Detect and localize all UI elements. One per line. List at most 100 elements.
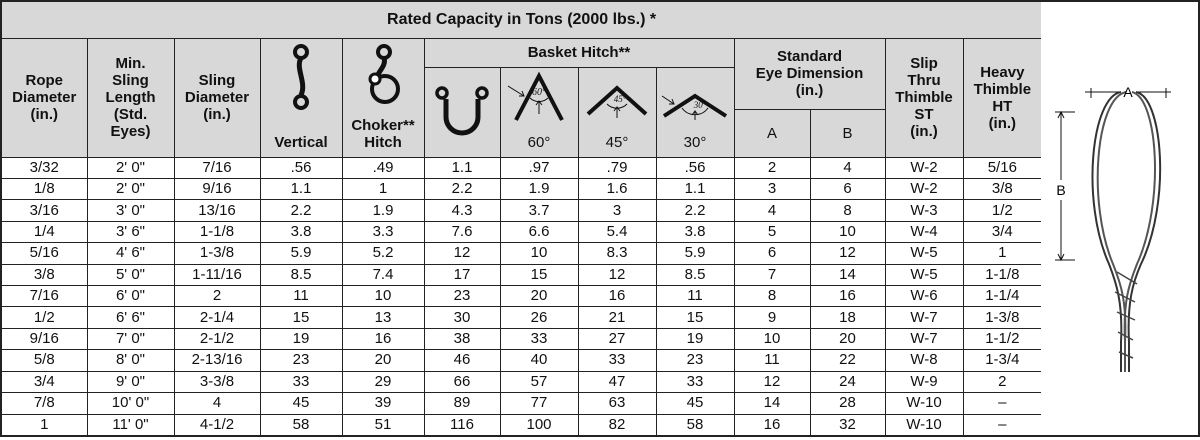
basket-60-cell: 10	[499, 242, 579, 265]
eye-b-cell: 14	[809, 263, 886, 287]
basket-vertical-cell: 38	[423, 327, 501, 351]
basket-60-cell: 57	[499, 370, 579, 394]
rope-diameter-cell: 7/8	[0, 392, 88, 415]
sling-diameter-cell: 13/16	[173, 199, 261, 222]
basket-45-cell: 27	[577, 327, 657, 351]
rope-diameter-header: Rope Diameter (in.)	[0, 37, 88, 158]
rope-diameter-cell: 3/8	[0, 263, 88, 287]
eye-a-cell: 6	[733, 242, 811, 265]
eye-a-cell: 14	[733, 392, 811, 415]
choker-hitch-cell: 1	[341, 178, 425, 201]
basket-30-cell: 58	[655, 413, 735, 437]
table-row: 1 11' 0" 4-1/2 58 51 116 100 82 58 16 32 W-10–	[0, 413, 1043, 437]
table-body: 3/32 2' 0" 7/16.56.49 1.1.97.79.56 2 4 W-2 5/16…	[0, 156, 1043, 437]
eye-a-cell: 3	[733, 178, 811, 201]
sling-diameter-cell: 2	[173, 285, 261, 308]
angle-45-icon: 45°	[586, 85, 648, 118]
basket-30-cell: 19	[655, 327, 735, 351]
slip-thru-thimble-cell: W-7	[884, 306, 964, 329]
sling-eye-diagram: A B	[1041, 0, 1200, 437]
basket-vertical-cell: 1.1	[423, 156, 501, 180]
eye-a-cell: 12	[733, 370, 811, 394]
basket-30-cell: 3.8	[655, 220, 735, 244]
rope-diameter-cell: 7/16	[0, 285, 88, 308]
basket-vertical-cell: 17	[423, 263, 501, 287]
table-row: 9/16 7' 0" 2-1/2 19 16 38 33 27 19 10 20 W-7 1-1/2	[0, 327, 1043, 351]
basket-vertical-cell: 46	[423, 349, 501, 372]
basket-45-cell: 16	[577, 285, 657, 308]
min-sling-length-cell: 4' 6"	[86, 242, 175, 265]
rope-diameter-cell: 3/16	[0, 199, 88, 222]
eye-dimension-a-header: A	[733, 108, 811, 158]
slip-thru-thimble-cell: W-10	[884, 413, 964, 437]
min-sling-length-cell: 7' 0"	[86, 327, 175, 351]
basket-60-cell: 100	[499, 413, 579, 437]
sling-diameter-cell: 7/16	[173, 156, 261, 180]
min-sling-length-header: Min. Sling Length (Std. Eyes)	[86, 37, 175, 158]
min-sling-length-cell: 6' 6"	[86, 306, 175, 329]
eye-b-cell: 28	[809, 392, 886, 415]
eye-b-cell: 18	[809, 306, 886, 329]
heavy-thimble-cell: 1-3/4	[962, 349, 1043, 372]
eye-b-cell: 32	[809, 413, 886, 437]
slip-thru-thimble-cell: W-6	[884, 285, 964, 308]
eye-b-cell: 22	[809, 349, 886, 372]
vertical-cell: .56	[259, 156, 343, 180]
vertical-cell: 1.1	[259, 178, 343, 201]
vertical-cell: 45	[259, 392, 343, 415]
table-row: 1/8 2' 0" 9/16 1.1 1 2.2 1.9 1.6 1.1 3 6 W-2 3/8	[0, 178, 1043, 201]
eye-b-cell: 4	[809, 156, 886, 180]
table-row: 3/16 3' 0" 13/16 2.2 1.9 4.3 3.7 3 2.2 4 8 W-3 1/2	[0, 199, 1043, 222]
basket-30-cell: 45	[655, 392, 735, 415]
eye-a-cell: 4	[733, 199, 811, 222]
eye-dimension-b-header: B	[809, 108, 886, 158]
basket-30-cell: 23	[655, 349, 735, 372]
choker-hitch-cell: 3.3	[341, 220, 425, 244]
standard-eye-header: Standard Eye Dimension (in.)	[733, 37, 886, 110]
heavy-thimble-cell: 1/2	[962, 199, 1043, 222]
slip-thru-thimble-cell: W-10	[884, 392, 964, 415]
choker-hitch-cell: 39	[341, 392, 425, 415]
angle-30-icon: 30°	[661, 93, 728, 120]
basket-45-cell: 8.3	[577, 242, 657, 265]
slip-thru-thimble-cell: W-9	[884, 370, 964, 394]
svg-text:45°: 45°	[614, 94, 627, 104]
basket-30-header: 30° 30°	[655, 66, 735, 158]
basket-vertical-cell: 116	[423, 413, 501, 437]
dimension-a-label: A	[1123, 84, 1133, 100]
basket-hitch-header: Basket Hitch**	[423, 37, 735, 68]
choker-hitch-cell: 13	[341, 306, 425, 329]
basket-30-cell: 15	[655, 306, 735, 329]
slip-thru-thimble-cell: W-5	[884, 263, 964, 287]
basket-30-cell: 8.5	[655, 263, 735, 287]
table-row: 1/4 3' 6" 1-1/8 3.8 3.3 7.6 6.6 5.4 3.8 5 10 W-4 3/4	[0, 220, 1043, 244]
basket-45-cell: 1.6	[577, 178, 657, 201]
sling-diameter-cell: 4-1/2	[173, 413, 261, 437]
rope-diameter-cell: 1/4	[0, 220, 88, 244]
choker-hitch-cell: 29	[341, 370, 425, 394]
basket-30-cell: .56	[655, 156, 735, 180]
sling-diameter-cell: 2-1/2	[173, 327, 261, 351]
svg-text:30°: 30°	[693, 100, 707, 110]
choker-hitch-cell: 7.4	[341, 263, 425, 287]
basket-vertical-cell: 12	[423, 242, 501, 265]
eye-a-cell: 11	[733, 349, 811, 372]
min-sling-length-cell: 3' 6"	[86, 220, 175, 244]
choker-hitch-cell: 20	[341, 349, 425, 372]
sling-diameter-cell: 2-1/4	[173, 306, 261, 329]
table-row: 7/8 10' 0" 4 45 39 89 77 63 45 14 28 W-10–	[0, 392, 1043, 415]
sling-diameter-cell: 9/16	[173, 178, 261, 201]
table-row: 3/8 5' 0" 1-11/16 8.5 7.4 17 15 12 8.5 7 14 W-5 1-1/…	[0, 263, 1043, 287]
heavy-thimble-cell: 5/16	[962, 156, 1043, 180]
basket-60-cell: 26	[499, 306, 579, 329]
basket-60-cell: .97	[499, 156, 579, 180]
heavy-thimble-cell: 3/4	[962, 220, 1043, 244]
choker-hitch-cell: 16	[341, 327, 425, 351]
heavy-thimble-cell: 3/8	[962, 178, 1043, 201]
basket-hitch-icon	[435, 86, 489, 136]
min-sling-length-cell: 5' 0"	[86, 263, 175, 287]
basket-vertical-cell: 7.6	[423, 220, 501, 244]
basket-60-cell: 40	[499, 349, 579, 372]
min-sling-length-cell: 3' 0"	[86, 199, 175, 222]
